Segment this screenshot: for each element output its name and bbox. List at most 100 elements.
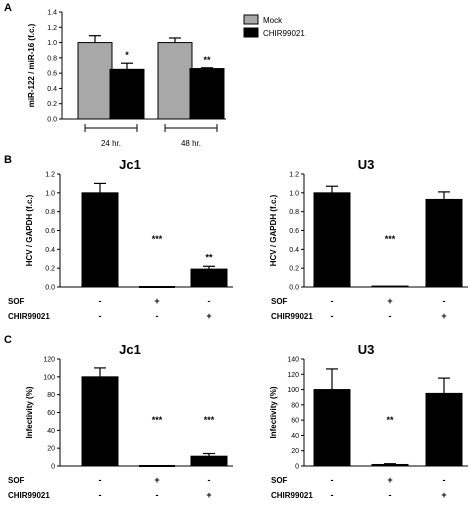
y-tick-label: 0.4 <box>47 86 57 93</box>
condition-label-sof: SOF <box>8 476 25 485</box>
y-tick-label: 20 <box>291 448 299 455</box>
condition-label-sof: SOF <box>271 297 288 306</box>
timepoint-label: 24 hr. <box>101 139 121 148</box>
y-tick-label: 0.6 <box>47 71 57 78</box>
condition-label-sof: SOF <box>8 297 25 306</box>
bar-condition-1 <box>313 389 351 467</box>
condition-sign: - <box>99 475 102 485</box>
significance-marker: * <box>125 50 129 60</box>
significance-marker: *** <box>385 234 396 244</box>
chart-title-jc1: Jc1 <box>119 157 141 172</box>
y-tick-label: 1.2 <box>289 172 299 179</box>
bar-mock-24h <box>77 42 113 120</box>
condition-sign: + <box>206 311 211 321</box>
y-tick-label: 0.8 <box>45 209 55 216</box>
bar-condition-1 <box>81 192 119 288</box>
y-tick-label: 120 <box>287 372 299 379</box>
y-axis-label: HCV / GAPDH (f.c.) <box>25 194 34 266</box>
timepoint-label: 48 hr. <box>181 139 201 148</box>
y-tick-label: 0.4 <box>45 247 55 254</box>
condition-sign: - <box>208 475 211 485</box>
y-tick-label: 0.2 <box>289 266 299 273</box>
legend-swatch-chir99021 <box>243 27 259 38</box>
panel-letter-a: A <box>4 2 12 14</box>
significance-marker: *** <box>152 234 163 244</box>
condition-sign: - <box>99 296 102 306</box>
chart-title-u3: U3 <box>358 342 375 357</box>
y-tick-label: 120 <box>43 357 55 364</box>
condition-sign: - <box>331 296 334 306</box>
y-tick-label: 140 <box>287 357 299 364</box>
legend-label-chir99021: CHIR99021 <box>263 29 305 38</box>
condition-sign: + <box>441 311 446 321</box>
bar-chir99021-24h <box>109 68 145 120</box>
condition-sign: + <box>441 490 446 500</box>
chart-title-u3: U3 <box>358 157 375 172</box>
condition-label-chir99021: CHIR99021 <box>271 312 313 321</box>
significance-marker: *** <box>204 415 215 425</box>
y-tick-label: 0.8 <box>47 55 57 62</box>
y-tick-label: 40 <box>291 433 299 440</box>
y-tick-label: 0.8 <box>289 209 299 216</box>
condition-sign: - <box>99 311 102 321</box>
y-tick-label: 1.2 <box>47 25 57 32</box>
condition-sign: + <box>154 475 159 485</box>
y-axis-label: Infectivity (%) <box>269 386 278 438</box>
y-tick-label: 1.0 <box>47 40 57 47</box>
bar-condition-3 <box>425 198 463 288</box>
y-tick-label: 40 <box>47 428 55 435</box>
legend-swatch-mock <box>243 14 259 25</box>
y-tick-label: 80 <box>291 402 299 409</box>
y-axis-label: HCV / GAPDH (f.c.) <box>269 194 278 266</box>
condition-sign: + <box>206 490 211 500</box>
condition-sign: - <box>99 490 102 500</box>
bar-condition-3 <box>425 392 463 467</box>
y-tick-label: 0.6 <box>289 228 299 235</box>
y-tick-label: 0.0 <box>45 285 55 292</box>
bar-condition-1 <box>313 192 351 288</box>
condition-sign: - <box>389 311 392 321</box>
y-tick-label: 80 <box>47 392 55 399</box>
condition-sign: - <box>208 296 211 306</box>
y-tick-label: 1.0 <box>45 190 55 197</box>
significance-marker: ** <box>205 252 213 262</box>
bar-condition-3 <box>190 455 228 467</box>
bar-condition-1 <box>81 376 119 467</box>
panel-letter-c: C <box>4 334 12 346</box>
condition-sign: - <box>443 475 446 485</box>
y-tick-label: 100 <box>287 387 299 394</box>
y-tick-label: 0 <box>295 464 299 471</box>
y-tick-label: 0.2 <box>47 101 57 108</box>
y-tick-label: 1.0 <box>289 190 299 197</box>
y-tick-label: 0.0 <box>47 117 57 124</box>
y-tick-label: 1.4 <box>47 10 57 17</box>
y-tick-label: 60 <box>291 418 299 425</box>
y-tick-label: 0.6 <box>45 228 55 235</box>
bar-mock-48h <box>157 42 193 120</box>
condition-label-chir99021: CHIR99021 <box>8 491 50 500</box>
significance-marker: ** <box>203 55 211 65</box>
significance-marker: *** <box>152 415 163 425</box>
bar-condition-3 <box>190 268 228 288</box>
chart-title-jc1: Jc1 <box>119 342 141 357</box>
condition-sign: - <box>331 311 334 321</box>
condition-sign: + <box>154 296 159 306</box>
y-tick-label: 60 <box>47 410 55 417</box>
significance-marker: ** <box>386 415 394 425</box>
y-tick-label: 0.4 <box>289 247 299 254</box>
condition-label-chir99021: CHIR99021 <box>8 312 50 321</box>
y-tick-label: 1.2 <box>45 172 55 179</box>
y-tick-label: 0.2 <box>45 266 55 273</box>
y-axis-label: miR-122 / miR-16 (f.c.) <box>27 23 36 107</box>
condition-sign: + <box>387 296 392 306</box>
condition-sign: - <box>331 475 334 485</box>
panel-letter-b: B <box>4 154 12 166</box>
condition-label-sof: SOF <box>271 476 288 485</box>
y-axis-label: Infectivity (%) <box>25 386 34 438</box>
y-tick-label: 100 <box>43 374 55 381</box>
condition-sign: - <box>331 490 334 500</box>
condition-sign: - <box>156 490 159 500</box>
condition-label-chir99021: CHIR99021 <box>271 491 313 500</box>
y-tick-label: 20 <box>47 446 55 453</box>
